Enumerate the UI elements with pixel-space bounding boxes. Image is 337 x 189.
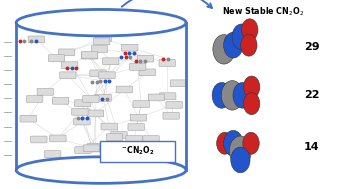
FancyBboxPatch shape bbox=[139, 69, 155, 76]
FancyBboxPatch shape bbox=[130, 114, 147, 121]
FancyBboxPatch shape bbox=[58, 49, 75, 56]
FancyBboxPatch shape bbox=[159, 93, 176, 100]
FancyBboxPatch shape bbox=[49, 55, 65, 62]
FancyBboxPatch shape bbox=[83, 96, 99, 102]
FancyBboxPatch shape bbox=[52, 97, 69, 104]
FancyBboxPatch shape bbox=[133, 101, 149, 108]
FancyBboxPatch shape bbox=[106, 134, 123, 141]
FancyArrowPatch shape bbox=[122, 0, 212, 8]
Circle shape bbox=[229, 136, 251, 166]
Circle shape bbox=[224, 32, 243, 58]
FancyBboxPatch shape bbox=[44, 151, 61, 157]
Text: 14: 14 bbox=[304, 143, 319, 152]
FancyBboxPatch shape bbox=[20, 115, 36, 122]
FancyBboxPatch shape bbox=[75, 147, 91, 153]
FancyBboxPatch shape bbox=[101, 123, 117, 130]
FancyBboxPatch shape bbox=[31, 136, 47, 143]
FancyBboxPatch shape bbox=[102, 58, 119, 65]
FancyBboxPatch shape bbox=[60, 72, 76, 79]
FancyBboxPatch shape bbox=[148, 94, 164, 101]
Ellipse shape bbox=[16, 157, 186, 183]
FancyBboxPatch shape bbox=[91, 46, 108, 53]
FancyBboxPatch shape bbox=[129, 64, 146, 70]
FancyBboxPatch shape bbox=[93, 38, 110, 45]
FancyBboxPatch shape bbox=[100, 141, 175, 162]
FancyBboxPatch shape bbox=[74, 118, 90, 125]
FancyBboxPatch shape bbox=[82, 51, 98, 58]
Circle shape bbox=[212, 82, 232, 108]
FancyBboxPatch shape bbox=[95, 35, 112, 42]
Text: 29: 29 bbox=[304, 42, 319, 52]
FancyBboxPatch shape bbox=[28, 36, 44, 43]
Circle shape bbox=[243, 132, 259, 154]
FancyBboxPatch shape bbox=[50, 135, 66, 142]
FancyBboxPatch shape bbox=[81, 52, 98, 59]
FancyBboxPatch shape bbox=[88, 143, 104, 150]
Circle shape bbox=[224, 130, 243, 156]
Text: 22: 22 bbox=[304, 90, 319, 99]
FancyBboxPatch shape bbox=[163, 112, 179, 119]
Circle shape bbox=[231, 147, 250, 173]
FancyBboxPatch shape bbox=[137, 55, 154, 62]
FancyBboxPatch shape bbox=[62, 62, 78, 69]
Circle shape bbox=[213, 35, 235, 64]
FancyBboxPatch shape bbox=[122, 44, 138, 51]
FancyBboxPatch shape bbox=[111, 132, 127, 138]
FancyBboxPatch shape bbox=[85, 145, 101, 152]
FancyBboxPatch shape bbox=[99, 72, 115, 79]
FancyBboxPatch shape bbox=[170, 80, 187, 87]
FancyBboxPatch shape bbox=[116, 86, 132, 93]
FancyBboxPatch shape bbox=[143, 136, 159, 143]
FancyBboxPatch shape bbox=[27, 96, 43, 102]
Ellipse shape bbox=[16, 9, 186, 36]
FancyBboxPatch shape bbox=[128, 124, 144, 131]
Circle shape bbox=[242, 19, 258, 41]
FancyBboxPatch shape bbox=[95, 94, 111, 101]
Text: $\mathregular{{}^-CN_2O_2}$: $\mathregular{{}^-CN_2O_2}$ bbox=[120, 145, 155, 157]
Circle shape bbox=[217, 132, 233, 154]
Circle shape bbox=[221, 81, 243, 110]
FancyBboxPatch shape bbox=[83, 145, 100, 152]
Circle shape bbox=[243, 76, 260, 98]
Text: New Stable CN$_2$O$_2$: New Stable CN$_2$O$_2$ bbox=[222, 6, 305, 18]
FancyBboxPatch shape bbox=[90, 70, 106, 77]
FancyBboxPatch shape bbox=[126, 136, 142, 142]
Circle shape bbox=[243, 93, 260, 115]
FancyBboxPatch shape bbox=[74, 100, 91, 107]
Circle shape bbox=[233, 82, 252, 108]
Circle shape bbox=[241, 34, 257, 56]
FancyBboxPatch shape bbox=[159, 60, 176, 66]
FancyBboxPatch shape bbox=[166, 101, 182, 108]
FancyBboxPatch shape bbox=[87, 110, 104, 117]
Circle shape bbox=[232, 24, 251, 50]
FancyBboxPatch shape bbox=[72, 108, 88, 115]
FancyBboxPatch shape bbox=[37, 88, 54, 95]
